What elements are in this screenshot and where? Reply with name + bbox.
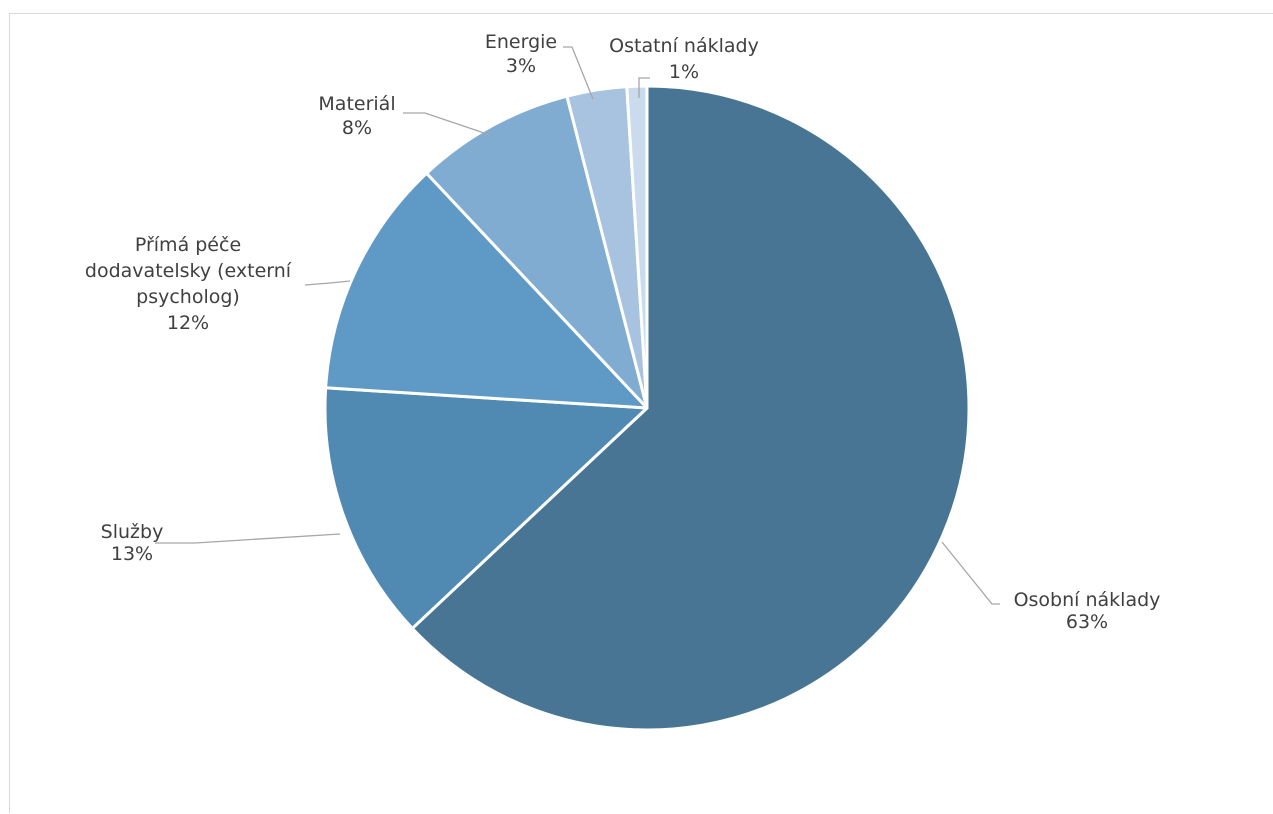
data-label-category: psycholog) (136, 286, 240, 308)
data-label-category: Přímá péče (135, 234, 241, 256)
data-label-category: Ostatní náklady (609, 35, 759, 57)
data-label-percent: 13% (111, 543, 153, 565)
leader-line-energie (563, 46, 594, 100)
data-label-category: Materiál (318, 93, 395, 115)
data-label-prima-pece-dodavatelsky-externi-psycholog: Přímá péče dodavatelsky (externí psycholog… (85, 234, 292, 334)
data-label-category: Osobní náklady (1014, 589, 1161, 611)
pie-chart: Osobní náklady 63% Služby 13% Přímá péče doda… (85, 31, 1161, 732)
pie-slice-sluzby (323, 386, 649, 630)
data-label-osobni-naklady: Osobní náklady 63% (1014, 589, 1161, 633)
data-label-percent: 1% (669, 61, 699, 83)
leader-line-osobni-naklady (941, 541, 1000, 605)
leader-line-ostatni-naklady (638, 77, 650, 98)
data-label-percent: 8% (342, 117, 372, 139)
data-label-percent: 3% (506, 55, 536, 77)
data-label-category: dodavatelsky (externí (85, 260, 292, 282)
chart-area: Osobní náklady 63% Služby 13% Přímá péče doda… (9, 13, 1273, 813)
data-label-material: Materiál 8% (318, 93, 395, 139)
leader-line-material (403, 112, 491, 136)
pie-slice-material (425, 94, 649, 410)
pie-slice-ostatni-naklady (625, 84, 649, 410)
pie-slice-osobni-naklady (410, 84, 971, 732)
data-label-category: Služby (101, 521, 164, 543)
data-label-energie: Energie 3% (485, 31, 557, 77)
data-label-percent: 63% (1066, 611, 1108, 633)
data-label-ostatni-naklady: Ostatní náklady 1% (609, 35, 759, 83)
data-label-percent: 12% (167, 312, 209, 334)
leader-line-prima-pece-dodavatelsky-externi-psycholog (304, 280, 351, 286)
leader-line-sluzby (155, 533, 341, 544)
data-label-category: Energie (485, 31, 557, 53)
pie-slice-prima-pece-dodavatelsky-externi-psycholog (324, 171, 649, 410)
data-label-sluzby: Služby 13% (101, 521, 164, 565)
